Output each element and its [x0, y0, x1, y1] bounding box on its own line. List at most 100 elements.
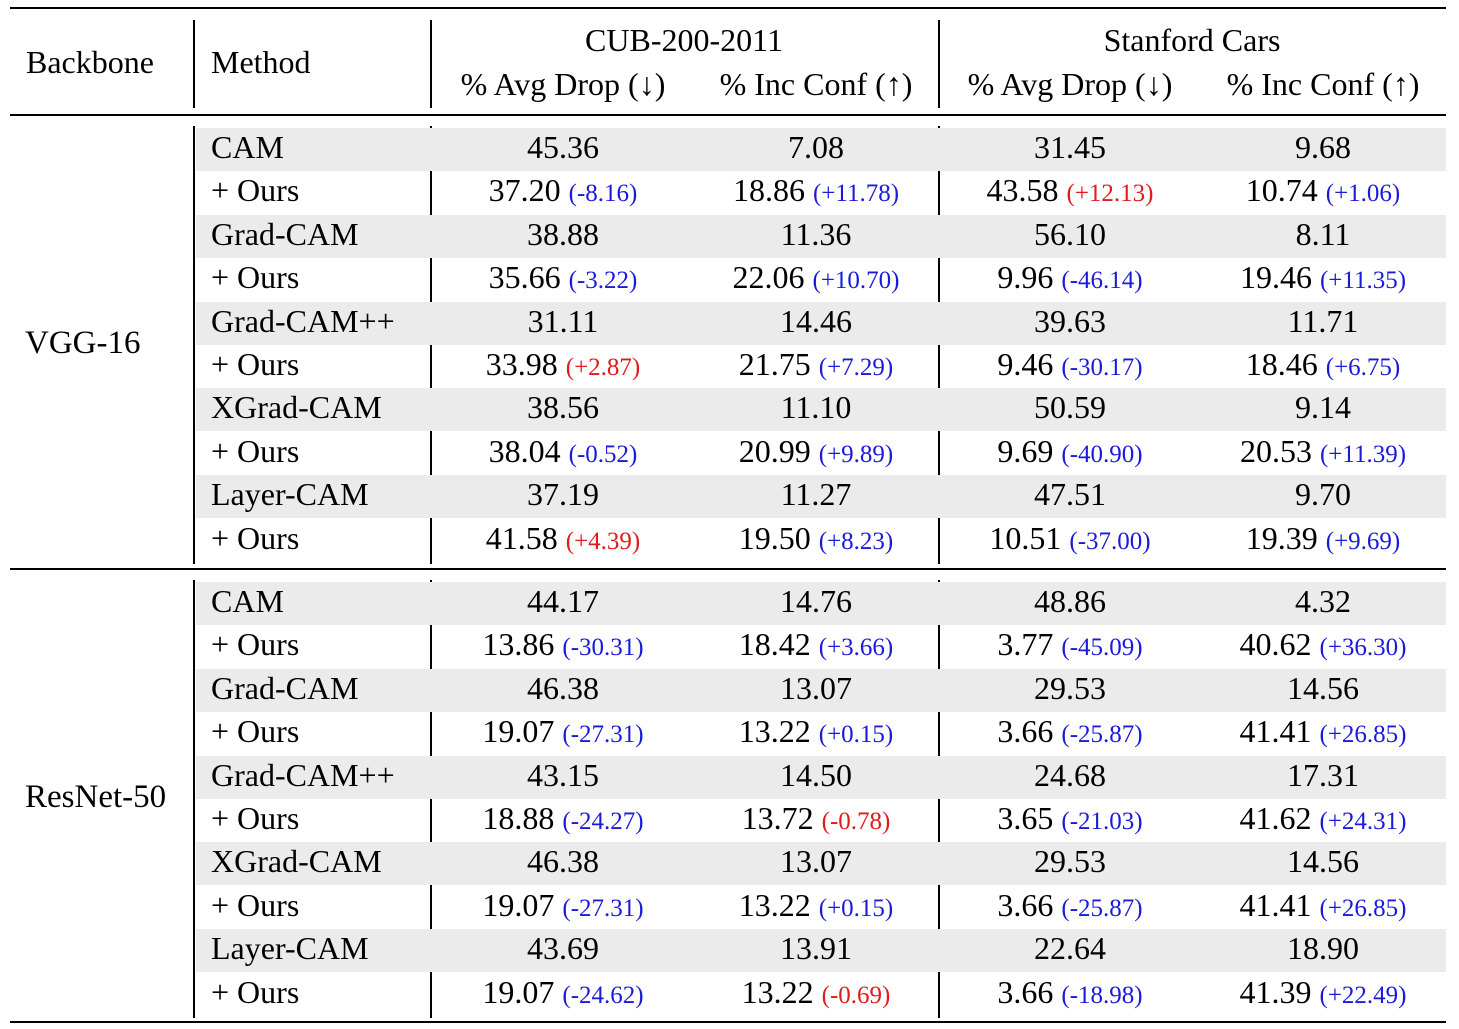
row-shade	[196, 301, 1446, 345]
method-name: CAM	[211, 583, 284, 619]
value-cell-cub-inc-conf: 13.72 (-0.78)	[742, 802, 891, 834]
row-shade	[196, 388, 1446, 432]
value-cell-cars-avg-drop: 31.45	[1034, 131, 1106, 163]
delta-improve: (+11.78)	[812, 180, 900, 208]
value: 19.07	[482, 713, 555, 750]
value-cell-cars-avg-drop: 39.63	[1034, 305, 1106, 337]
delta-improve: (-18.98)	[1061, 981, 1143, 1009]
delta-improve: (+3.66)	[818, 634, 894, 662]
value-cell-cub-inc-conf: 14.50	[780, 759, 852, 791]
method-name: + Ours	[211, 519, 300, 556]
value-cell-cars-inc-conf: 9.70	[1295, 478, 1351, 510]
value: 10.51	[989, 519, 1062, 556]
method-name: + Ours	[211, 800, 300, 836]
value: 18.46	[1245, 346, 1318, 382]
value: 38.56	[527, 389, 599, 426]
value: 41.41	[1239, 713, 1312, 750]
delta-worse: (+12.13)	[1066, 180, 1154, 208]
row-shade	[196, 582, 1446, 625]
value-cell-cars-inc-conf: 14.56	[1287, 672, 1359, 704]
value: 14.50	[780, 756, 852, 793]
value-cell-cars-avg-drop: 22.64	[1034, 932, 1106, 964]
value: 7.08	[788, 129, 844, 165]
value-cell-cub-inc-conf: 14.76	[780, 585, 852, 617]
value: 21.75	[738, 346, 811, 382]
value: 50.59	[1034, 389, 1106, 426]
header-dataset-cars: Stanford Cars	[1103, 22, 1281, 58]
value: 19.07	[482, 886, 555, 923]
method-name: Layer-CAM	[211, 476, 369, 513]
method-name: Grad-CAM	[211, 669, 359, 706]
value: 43.15	[527, 756, 599, 793]
value-cell-cars-inc-conf: 10.74 (+1.06)	[1246, 174, 1401, 206]
value: 13.22	[738, 713, 811, 750]
value: 11.27	[780, 476, 852, 513]
value: 45.36	[527, 129, 599, 165]
value: 3.65	[997, 800, 1054, 836]
value: 4.32	[1295, 583, 1351, 619]
value: 22.06	[732, 259, 805, 296]
header-dataset-cub: CUB-200-2011	[585, 22, 783, 58]
value: 18.88	[482, 800, 555, 836]
value: 9.69	[997, 432, 1054, 469]
value-cell-cars-avg-drop: 29.53	[1034, 672, 1106, 704]
value: 14.46	[780, 302, 852, 339]
delta-worse: (+2.87)	[565, 354, 641, 381]
header-metric-cars-inc-conf: % Inc Conf (↑)	[1226, 66, 1420, 102]
row-shade	[196, 475, 1446, 519]
value-cell-cub-inc-conf: 13.22 (-0.69)	[742, 976, 891, 1008]
delta-improve: (+8.23)	[818, 527, 894, 555]
value: 13.22	[741, 973, 814, 1010]
value: 43.58	[986, 172, 1059, 209]
value-cell-cars-avg-drop: 3.65 (-21.03)	[997, 802, 1142, 834]
value: 31.11	[527, 302, 599, 339]
delta-improve: (+11.39)	[1319, 440, 1407, 468]
top-rule	[10, 7, 1446, 9]
value: 19.07	[482, 973, 555, 1010]
body-vline	[430, 126, 432, 564]
value: 43.69	[527, 930, 599, 967]
row-shade	[196, 929, 1446, 973]
delta-improve: (-8.16)	[568, 180, 638, 208]
value-cell-cub-inc-conf: 18.42 (+3.66)	[739, 628, 894, 660]
value: 17.31	[1287, 756, 1359, 793]
delta-improve: (-40.90)	[1061, 440, 1143, 468]
header-vline	[430, 20, 432, 108]
header-vline	[193, 20, 195, 108]
value: 19.50	[738, 519, 811, 556]
delta-improve: (+1.06)	[1325, 180, 1401, 208]
value: 9.14	[1295, 389, 1351, 426]
delta-improve: (+7.29)	[818, 354, 894, 381]
value-cell-cub-avg-drop: 18.88 (-24.27)	[482, 802, 643, 834]
value-cell-cars-avg-drop: 3.77 (-45.09)	[997, 628, 1142, 660]
value: 3.66	[997, 973, 1054, 1010]
delta-improve: (+6.75)	[1325, 354, 1401, 381]
value: 8.11	[1295, 215, 1351, 252]
header-metric-cub-avg-drop: % Avg Drop (↓)	[460, 66, 666, 102]
value-cell-cub-avg-drop: 38.88	[527, 218, 599, 250]
body-vline	[193, 580, 195, 1018]
delta-improve: (+26.85)	[1319, 894, 1407, 922]
value-cell-cars-inc-conf: 41.39 (+22.49)	[1240, 976, 1407, 1008]
delta-improve: (+36.30)	[1319, 634, 1407, 662]
value: 13.72	[741, 800, 814, 836]
value-cell-cub-inc-conf: 11.27	[781, 478, 852, 510]
value-cell-cub-avg-drop: 43.15	[527, 759, 599, 791]
header-method: Method	[211, 44, 311, 80]
value: 19.46	[1239, 259, 1312, 296]
delta-improve: (+0.15)	[818, 894, 894, 922]
value: 3.66	[997, 886, 1054, 923]
value: 9.70	[1295, 476, 1351, 513]
method-name: Layer-CAM	[211, 930, 369, 967]
value-cell-cars-avg-drop: 3.66 (-25.87)	[997, 889, 1142, 921]
value: 18.42	[738, 626, 811, 663]
value: 11.71	[1287, 302, 1359, 339]
value-cell-cars-inc-conf: 20.53 (+11.39)	[1240, 435, 1406, 467]
delta-improve: (+22.49)	[1319, 981, 1407, 1009]
value-cell-cars-avg-drop: 3.66 (-18.98)	[997, 976, 1142, 1008]
value-cell-cub-inc-conf: 21.75 (+7.29)	[739, 348, 894, 380]
row-shade	[196, 755, 1446, 799]
value-cell-cub-avg-drop: 19.07 (-27.31)	[482, 889, 643, 921]
value-cell-cars-inc-conf: 41.62 (+24.31)	[1240, 802, 1407, 834]
method-name: + Ours	[211, 432, 300, 469]
